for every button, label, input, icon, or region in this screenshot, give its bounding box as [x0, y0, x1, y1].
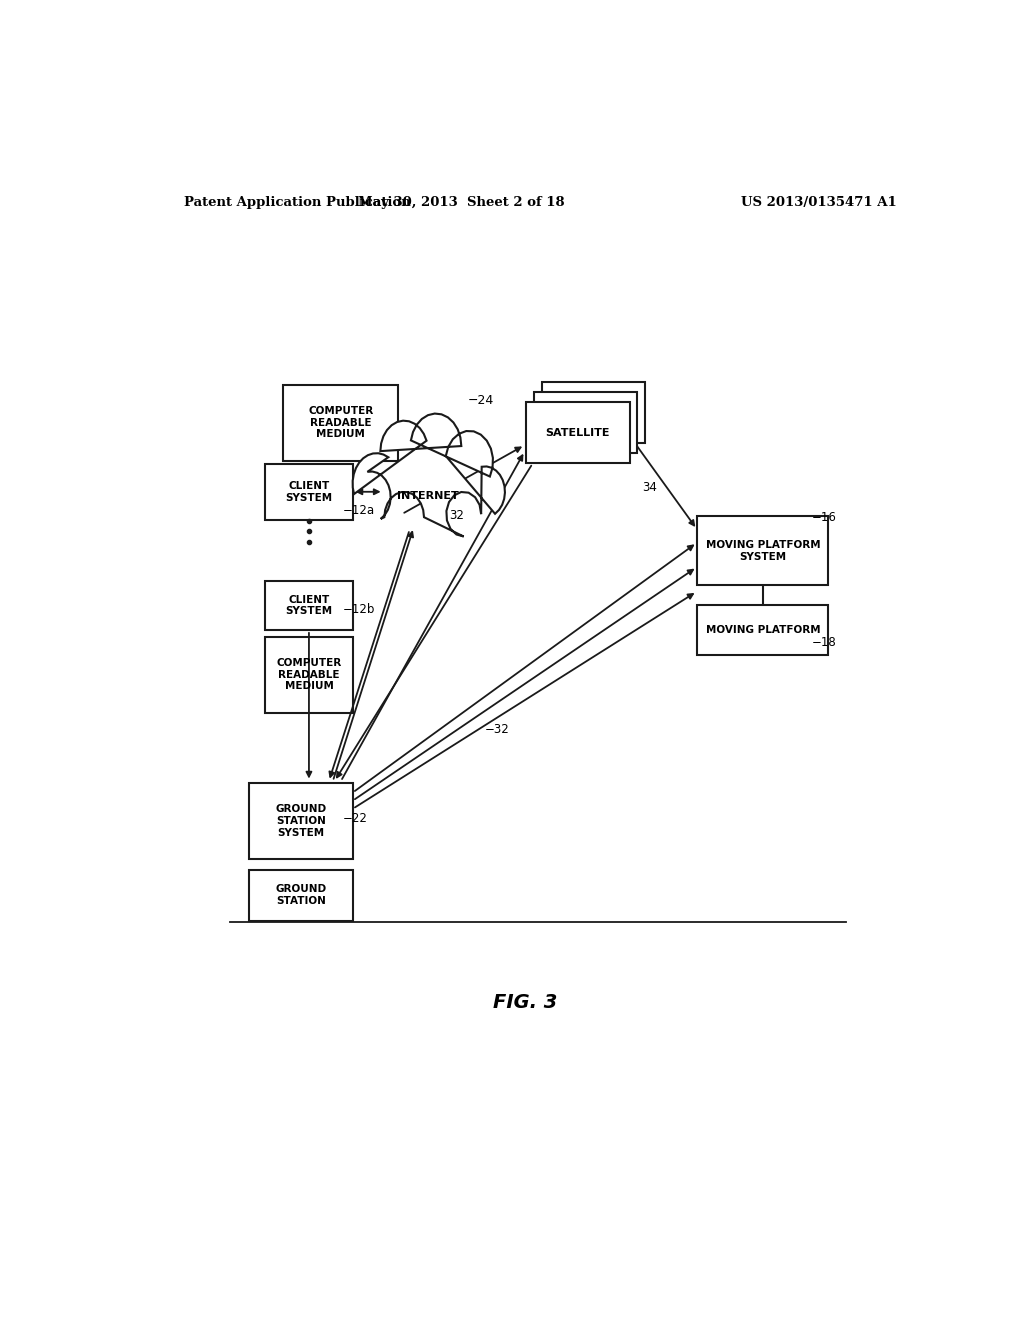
Text: FIG. 3: FIG. 3 [493, 993, 557, 1011]
Bar [697, 516, 828, 585]
Bar [543, 381, 645, 444]
Text: 34: 34 [642, 480, 657, 494]
Text: Patent Application Publication: Patent Application Publication [183, 195, 411, 209]
Bar [265, 581, 352, 630]
Bar [265, 636, 352, 713]
Text: 32: 32 [450, 510, 464, 523]
Text: −16: −16 [812, 511, 837, 524]
Text: −12a: −12a [342, 504, 375, 517]
Text: SATELLITE: SATELLITE [546, 428, 610, 438]
Text: GROUND
STATION
SYSTEM: GROUND STATION SYSTEM [275, 804, 327, 838]
Text: May 30, 2013  Sheet 2 of 18: May 30, 2013 Sheet 2 of 18 [358, 195, 564, 209]
Text: MOVING PLATFORM: MOVING PLATFORM [706, 624, 820, 635]
Bar [535, 392, 638, 453]
Text: −24: −24 [468, 395, 494, 408]
Bar [284, 384, 398, 461]
Text: COMPUTER
READABLE
MEDIUM: COMPUTER READABLE MEDIUM [276, 659, 342, 692]
Text: COMPUTER
READABLE
MEDIUM: COMPUTER READABLE MEDIUM [308, 407, 374, 440]
Bar [526, 403, 630, 463]
Bar [697, 605, 828, 656]
Text: GROUND
STATION: GROUND STATION [275, 884, 327, 906]
Text: CLIENT
SYSTEM: CLIENT SYSTEM [286, 480, 333, 503]
Text: US 2013/0135471 A1: US 2013/0135471 A1 [740, 195, 896, 209]
Text: −22: −22 [342, 812, 368, 825]
Bar [250, 870, 352, 921]
Text: −32: −32 [485, 722, 510, 735]
Bar [265, 463, 352, 520]
Text: INTERNET: INTERNET [397, 491, 459, 500]
Text: −12b: −12b [342, 603, 375, 615]
Text: CLIENT
SYSTEM: CLIENT SYSTEM [286, 595, 333, 616]
Polygon shape [352, 413, 505, 536]
Bar [250, 783, 352, 859]
Text: MOVING PLATFORM
SYSTEM: MOVING PLATFORM SYSTEM [706, 540, 820, 561]
Text: −18: −18 [812, 636, 837, 649]
